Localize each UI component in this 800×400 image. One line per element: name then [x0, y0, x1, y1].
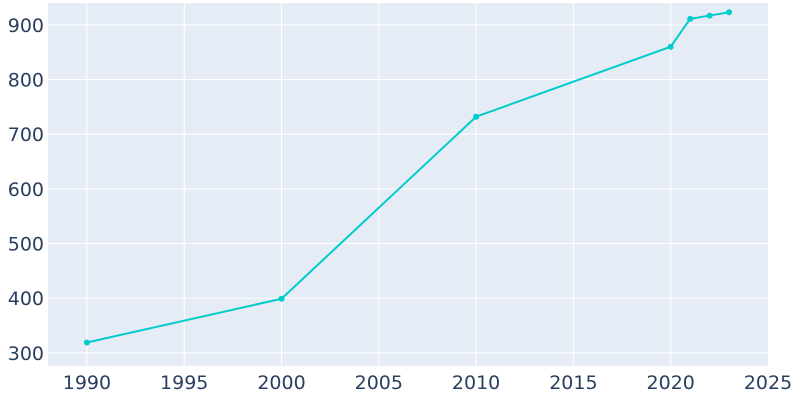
x-tick-label: 1990 — [63, 372, 111, 394]
x-axis-ticks: 1990 1995 2000 2005 2010 2015 2020 2025 — [63, 372, 792, 394]
x-tick-label: 2015 — [549, 372, 597, 394]
plot-area — [48, 3, 768, 366]
y-tick-label: 400 — [8, 288, 44, 310]
y-tick-label: 800 — [8, 70, 44, 92]
y-tick-label: 700 — [8, 124, 44, 146]
x-tick-label: 1995 — [160, 372, 208, 394]
data-point — [667, 43, 674, 50]
y-tick-label: 300 — [8, 343, 44, 365]
data-point — [278, 295, 285, 302]
y-tick-label: 600 — [8, 179, 44, 201]
y-gridlines — [48, 24, 768, 354]
x-gridlines — [86, 3, 672, 366]
y-axis-ticks: 300 400 500 600 700 800 900 — [8, 15, 44, 365]
y-tick-label: 900 — [8, 15, 44, 37]
data-point — [726, 9, 733, 16]
x-tick-label: 2010 — [452, 372, 500, 394]
x-tick-label: 2005 — [355, 372, 403, 394]
y-tick-label: 500 — [8, 234, 44, 256]
x-tick-label: 2000 — [257, 372, 305, 394]
data-point — [473, 113, 480, 120]
x-tick-label: 2020 — [647, 372, 695, 394]
data-point — [83, 339, 90, 346]
data-series — [83, 9, 733, 346]
data-point — [687, 15, 694, 22]
x-tick-label: 2025 — [744, 372, 792, 394]
data-point — [706, 12, 713, 19]
